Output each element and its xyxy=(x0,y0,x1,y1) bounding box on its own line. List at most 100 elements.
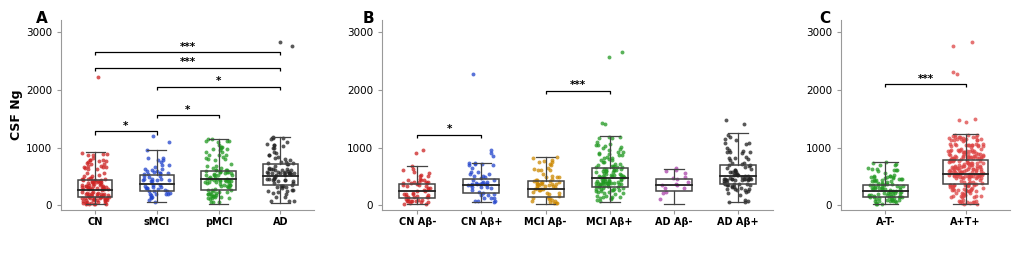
Point xyxy=(950,135,966,139)
Point xyxy=(879,191,896,195)
Point xyxy=(266,175,282,179)
Point xyxy=(612,145,629,149)
Point xyxy=(951,135,967,139)
Point xyxy=(603,157,620,162)
Point xyxy=(611,195,628,199)
Point xyxy=(882,197,899,201)
Point xyxy=(967,168,983,172)
Point xyxy=(970,156,986,160)
Point xyxy=(957,143,973,147)
Point xyxy=(742,167,758,171)
Point xyxy=(963,148,979,152)
Point xyxy=(727,170,743,174)
Point xyxy=(718,178,735,182)
Text: ***: *** xyxy=(569,80,585,90)
Point xyxy=(732,186,748,190)
Point xyxy=(282,172,299,176)
Point xyxy=(75,199,92,203)
Point xyxy=(545,201,561,205)
Point xyxy=(953,191,969,195)
Point xyxy=(79,153,96,157)
Point xyxy=(273,161,289,165)
Bar xyxy=(263,164,298,185)
Point xyxy=(266,177,282,181)
Point xyxy=(974,144,990,148)
Point xyxy=(205,147,221,151)
Point xyxy=(594,159,610,164)
Point xyxy=(676,171,692,175)
Point xyxy=(405,167,421,171)
Point xyxy=(971,167,987,171)
Point xyxy=(945,166,961,170)
Point xyxy=(965,195,981,199)
Point xyxy=(967,176,983,180)
Point xyxy=(962,155,978,159)
Point xyxy=(145,183,161,187)
Point xyxy=(276,178,292,182)
Point xyxy=(603,136,620,140)
Point xyxy=(958,149,974,153)
Point xyxy=(198,173,214,177)
Point xyxy=(208,177,224,181)
Point xyxy=(891,185,907,189)
Point xyxy=(543,174,559,178)
Point xyxy=(597,167,613,171)
Point xyxy=(278,192,294,196)
Point xyxy=(880,174,897,178)
Point xyxy=(418,184,434,188)
Point xyxy=(969,173,985,177)
Point xyxy=(207,187,223,191)
Point xyxy=(961,191,977,195)
Point xyxy=(601,142,618,146)
Point xyxy=(78,161,95,165)
Point xyxy=(220,185,236,189)
Point xyxy=(265,136,281,140)
Point xyxy=(718,183,735,187)
Point xyxy=(526,167,542,171)
Point xyxy=(884,199,901,203)
Point xyxy=(266,168,282,172)
Point xyxy=(600,190,616,194)
Point xyxy=(948,137,964,141)
Point xyxy=(944,134,960,138)
Point xyxy=(277,185,293,189)
Point xyxy=(266,146,282,150)
Point xyxy=(268,151,284,155)
Point xyxy=(279,189,296,193)
Point xyxy=(406,195,422,199)
Point xyxy=(958,200,974,204)
Point xyxy=(941,149,957,153)
Point xyxy=(599,181,615,185)
Point xyxy=(285,188,302,192)
Point xyxy=(862,193,878,197)
Point xyxy=(156,188,172,192)
Point xyxy=(600,147,616,152)
Point xyxy=(872,202,889,206)
Point xyxy=(96,192,112,196)
Point xyxy=(86,202,102,206)
Point xyxy=(77,184,94,188)
Point xyxy=(144,168,160,172)
Point xyxy=(542,168,558,172)
Point xyxy=(726,168,742,172)
Point xyxy=(741,177,757,181)
Point xyxy=(528,178,544,183)
Point xyxy=(720,163,737,167)
Point xyxy=(98,185,114,189)
Point xyxy=(154,163,170,167)
Point xyxy=(959,161,975,165)
Point xyxy=(95,158,111,162)
Point xyxy=(591,196,607,200)
Point xyxy=(886,173,902,177)
Point xyxy=(873,187,890,191)
Point xyxy=(944,194,960,198)
Point xyxy=(875,176,892,180)
Point xyxy=(605,181,622,185)
Point xyxy=(78,191,95,195)
Point xyxy=(950,158,966,163)
Point xyxy=(90,200,106,204)
Point xyxy=(266,143,282,147)
Point xyxy=(948,172,964,176)
Point xyxy=(269,189,285,194)
Point xyxy=(605,187,622,191)
